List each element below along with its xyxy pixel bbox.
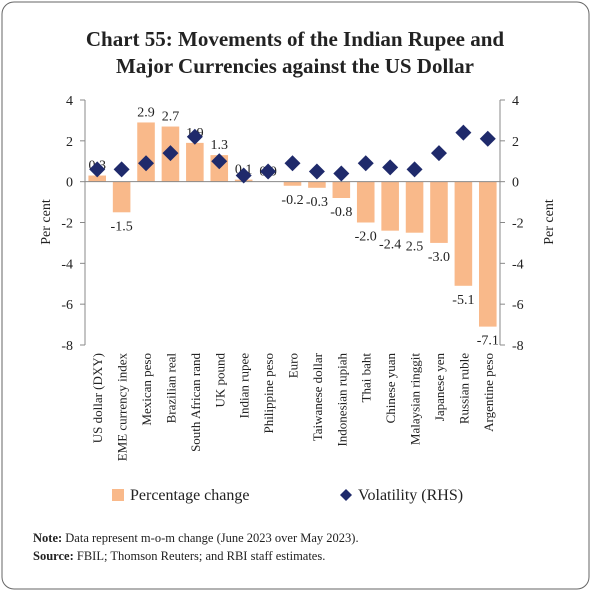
x-tick-label: Japanese yen [432, 353, 447, 422]
marker [382, 159, 399, 176]
bar [405, 181, 424, 233]
y-tick-label: -8 [61, 339, 73, 354]
value-label: -2.4 [379, 238, 401, 253]
x-tick-label: Euro [286, 353, 301, 378]
x-tick-label: UK pound [212, 353, 227, 408]
x-tick-label: Chinese yuan [383, 353, 398, 424]
x-tick-label: Indonesian rupiah [334, 353, 349, 447]
marker [162, 145, 179, 162]
legend-label: Volatility (RHS) [358, 487, 463, 504]
source-label: Source: [33, 549, 74, 563]
bar [283, 181, 302, 186]
marker [113, 161, 130, 178]
marker [357, 155, 374, 172]
y-axis-label: Per cent [39, 199, 54, 245]
marker [455, 124, 472, 141]
y-tick-label: 4 [66, 94, 73, 109]
marker [260, 163, 277, 180]
marker [406, 161, 423, 178]
value-label: -2.0 [355, 230, 377, 245]
bar [479, 181, 497, 327]
marker [186, 128, 203, 145]
source: Source: FBIL; Thomson Reuters; and RBI s… [33, 549, 325, 563]
marker [333, 165, 350, 182]
marker [430, 145, 447, 162]
y-tick-label: -6 [61, 298, 73, 313]
y2-tick-label: 4 [512, 94, 519, 109]
bar [454, 181, 473, 286]
marker [211, 153, 228, 170]
bar [430, 181, 448, 243]
y-tick-label: -4 [61, 257, 73, 272]
y-tick-label: -2 [61, 217, 73, 232]
bar [112, 181, 131, 213]
value-label: -7.1 [477, 334, 499, 349]
value-label: -0.3 [306, 195, 328, 210]
bar [356, 181, 375, 223]
x-tick-label: Mexican peso [139, 353, 154, 426]
marker [284, 155, 301, 172]
value-label: 2.7 [162, 110, 180, 125]
x-tick-label: Argentine peso [481, 353, 496, 432]
x-tick-label: Philippine peso [261, 353, 276, 434]
value-label: -1.5 [111, 219, 133, 234]
legend-swatch [112, 489, 124, 501]
marker [479, 130, 496, 147]
x-tick-label: Brazilian real [163, 353, 178, 424]
y2-tick-label: -2 [512, 217, 524, 232]
marker [308, 163, 325, 180]
source-text: FBIL; Thomson Reuters; and RBI staff est… [77, 549, 325, 563]
note: Note: Data represent m-o-m change (June … [33, 531, 359, 545]
bar [137, 122, 155, 182]
bar [88, 175, 106, 182]
marker [89, 161, 106, 178]
value-label: -0.8 [330, 205, 352, 220]
y2-tick-label: -4 [512, 257, 524, 272]
y2-tick-label: 2 [512, 135, 519, 150]
marker [235, 167, 252, 184]
chart-title: Major Currencies against the US Dollar [116, 54, 474, 78]
x-tick-label: South African rand [188, 353, 203, 452]
x-tick-label: US dollar (DXY) [90, 353, 105, 443]
value-label: -0.2 [281, 193, 303, 208]
value-label: 1.3 [211, 138, 229, 153]
y2-tick-label: -8 [512, 339, 524, 354]
legend-label: Percentage change [130, 487, 249, 504]
value-label: 2.9 [137, 105, 155, 120]
marker [138, 155, 155, 172]
value-label: -5.1 [452, 293, 474, 308]
x-tick-label: Indian rupee [237, 353, 252, 419]
value-label: 2.5 [406, 240, 424, 255]
bar [186, 142, 204, 182]
bar [308, 181, 326, 188]
y-tick-label: 0 [66, 176, 73, 191]
x-tick-label: Russian ruble [456, 353, 471, 424]
x-tick-label: Thai baht [359, 353, 374, 403]
note-text: Data represent m-o-m change (June 2023 o… [65, 531, 358, 545]
chart-title: Chart 55: Movements of the Indian Rupee … [86, 27, 505, 51]
bar [332, 181, 351, 198]
bar [381, 181, 399, 231]
x-tick-label: Malaysian ringgit [408, 353, 423, 445]
x-tick-label: EME currency index [115, 353, 130, 462]
y2-axis-label: Per cent [542, 199, 557, 245]
y-tick-label: 2 [66, 135, 73, 150]
y2-tick-label: -6 [512, 298, 524, 313]
x-tick-label: Taiwanese dollar [310, 352, 325, 441]
y2-tick-label: 0 [512, 176, 519, 191]
legend-swatch [340, 489, 352, 501]
value-label: -3.0 [428, 250, 450, 265]
note-label: Note: [33, 531, 62, 545]
